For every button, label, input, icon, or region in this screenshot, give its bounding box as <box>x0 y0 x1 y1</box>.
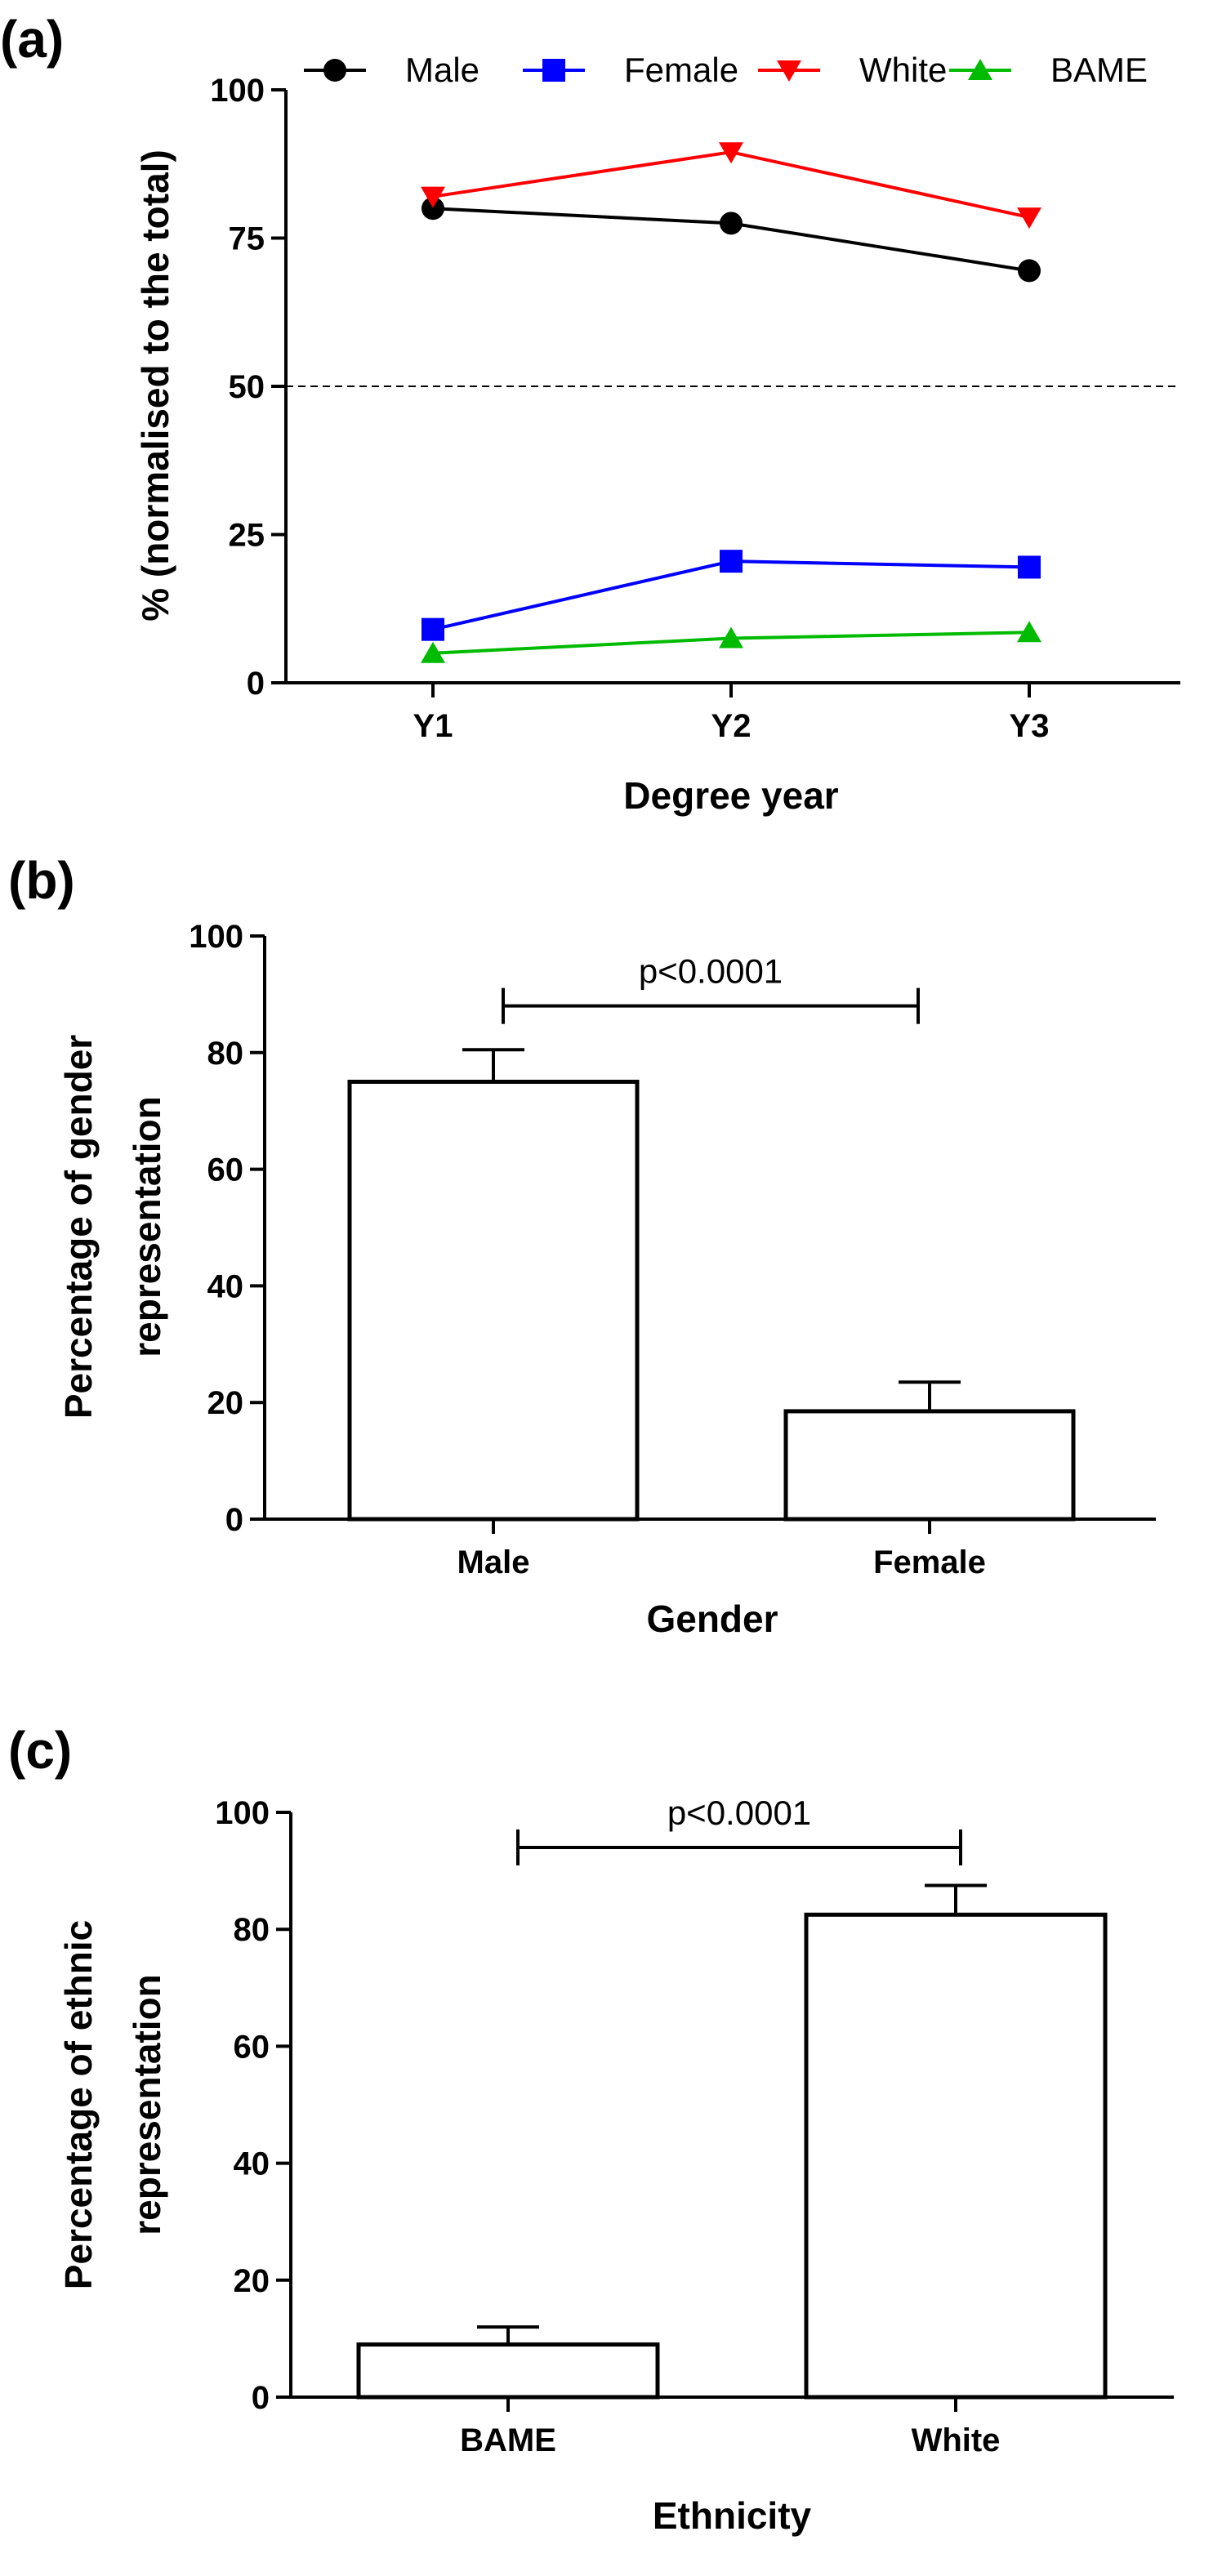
panel-a-label: (a) <box>0 10 64 69</box>
panel-a-x-ticks: Y1 Y2 Y3 <box>413 683 1050 744</box>
data-point-white-y3 <box>1017 207 1041 230</box>
panel-a-y-tick-label: 100 <box>210 73 265 109</box>
panel-b-y-tick-label: 0 <box>225 1502 243 1538</box>
data-point-female-y3 <box>1018 555 1041 579</box>
panel-a-x-tick-label: Y1 <box>413 708 453 744</box>
panel-a-series <box>421 142 1041 663</box>
legend-marker-bame <box>968 59 992 80</box>
bar-male <box>347 1080 640 1522</box>
panel-a-y-axis-title: % (normalised to the total) <box>134 149 176 622</box>
panel-b-y-tick-label: 100 <box>189 919 243 955</box>
data-point-bame-y3 <box>1017 621 1041 643</box>
panel-b-y-axis-title-line-1: Percentage of gender <box>57 1035 100 1419</box>
panel-c-significance: p<0.0001 <box>516 1794 962 1865</box>
panel-a-y-tick-label: 75 <box>229 221 265 257</box>
panel-b-label: (b) <box>8 851 75 910</box>
panel-c-y-axis-title-line-1: Percentage of ethnic <box>57 1920 100 2289</box>
panel-a-y-ticks: 0 25 50 75 100 <box>210 73 286 702</box>
panel-b-y-tick-label: 40 <box>207 1268 244 1304</box>
panel-c-p-value: p<0.0001 <box>667 1794 811 1832</box>
panel-c-y-tick-label: 100 <box>215 1795 270 1831</box>
data-point-white-y2 <box>719 142 743 164</box>
panel-b-y-axis-title-line-2: representation <box>126 1096 168 1357</box>
panel-b-x-axis-title: Gender <box>646 1598 778 1640</box>
panel-c-x-tick-label: White <box>912 2422 1001 2458</box>
panel-b-bar-chart: (b) 0 20 40 60 80 100 Male Female p<0.0001 Per… <box>8 851 1156 1640</box>
legend-label-female: Female <box>624 51 738 89</box>
legend-label-white: White <box>859 51 947 89</box>
panel-c-y-tick-label: 40 <box>234 2146 270 2182</box>
panel-c-y-ticks: 0 20 40 60 80 100 <box>215 1795 291 2416</box>
panel-b-significance: p<0.0001 <box>502 952 920 1024</box>
legend-marker-male <box>323 59 346 82</box>
legend-label-bame: BAME <box>1050 51 1148 89</box>
panel-b-y-tick-label: 60 <box>207 1152 244 1188</box>
data-point-bame-y2 <box>719 626 743 648</box>
bar-white <box>804 1912 1108 2400</box>
data-point-male-y2 <box>720 212 743 235</box>
panel-c-x-axis-title: Ethnicity <box>653 2494 812 2537</box>
panel-a-y-tick-label: 0 <box>247 666 265 702</box>
panel-b-y-tick-label: 80 <box>207 1036 244 1072</box>
panel-a-y-tick-label: 50 <box>229 369 265 405</box>
panel-c-bars <box>356 1883 1108 2400</box>
panel-c-y-tick-label: 60 <box>234 2029 270 2065</box>
panel-a-legend: Male Female White BAME <box>304 51 1148 89</box>
panel-b-y-tick-label: 20 <box>207 1385 244 1421</box>
data-point-bame-y1 <box>421 641 445 663</box>
panel-a-x-axis-title: Degree year <box>623 774 838 817</box>
panel-a-x-tick-label: Y2 <box>711 708 752 744</box>
data-point-male-y1 <box>421 197 444 221</box>
panel-b-y-ticks: 0 20 40 60 80 100 <box>189 919 265 1538</box>
bar-female <box>783 1409 1076 1522</box>
panel-b-p-value: p<0.0001 <box>639 952 783 991</box>
panel-c-y-tick-label: 80 <box>234 1912 270 1948</box>
bar-bame <box>356 2342 660 2400</box>
panel-b-bars <box>347 1048 1076 1522</box>
panel-b-x-tick-label: Female <box>873 1544 986 1580</box>
panel-c-y-tick-label: 0 <box>252 2380 270 2416</box>
panel-b-x-ticks: Male Female <box>457 1519 986 1580</box>
legend-label-male: Male <box>405 51 479 89</box>
legend-marker-white <box>777 60 801 82</box>
panel-b-x-tick-label: Male <box>457 1544 530 1580</box>
data-point-female-y1 <box>421 617 444 641</box>
panel-c-y-axis-title-line-2: representation <box>126 1974 168 2235</box>
panel-a-y-tick-label: 25 <box>229 518 265 554</box>
data-point-female-y2 <box>720 550 743 573</box>
panel-c-bar-chart: (c) 0 20 40 60 80 100 BAME White p<0.0001 Perc… <box>8 1721 1174 2537</box>
panel-c-label: (c) <box>8 1721 72 1780</box>
panel-c-x-ticks: BAME White <box>460 2397 1000 2458</box>
panel-c-x-tick-label: BAME <box>460 2422 556 2458</box>
panel-c-y-tick-label: 20 <box>234 2263 270 2299</box>
panel-a-x-tick-label: Y3 <box>1010 708 1050 744</box>
panel-a-line-chart: (a) 0 25 50 75 100 Y1 Y2 Y3 Male Female White BAM… <box>0 10 1180 817</box>
data-point-white-y1 <box>421 186 445 208</box>
legend-marker-female <box>542 59 565 82</box>
data-point-male-y3 <box>1018 259 1041 283</box>
